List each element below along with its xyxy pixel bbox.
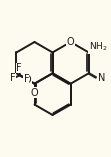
Text: O: O — [67, 37, 74, 47]
Text: F: F — [16, 63, 22, 73]
Text: O: O — [24, 75, 31, 84]
Text: O: O — [31, 88, 38, 97]
Text: F: F — [24, 74, 29, 84]
Text: N: N — [98, 73, 105, 83]
Text: F: F — [10, 73, 16, 84]
Text: NH$_2$: NH$_2$ — [89, 41, 107, 53]
